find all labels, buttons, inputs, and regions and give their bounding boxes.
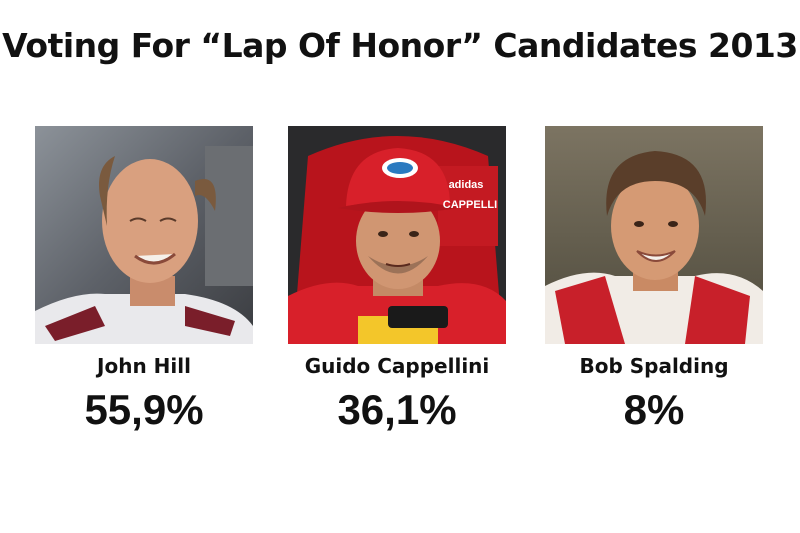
suit-text: CAPPELLI — [443, 199, 497, 211]
vote-percentage: 8% — [623, 386, 685, 433]
portrait-photo — [35, 126, 253, 344]
vote-percentage: 36,1% — [337, 386, 457, 433]
page-title: Voting For “Lap Of Honor” Candidates 201… — [2, 26, 798, 65]
portrait-photo — [545, 126, 763, 344]
cap-logo-text: adidas — [449, 179, 484, 191]
portrait-photo: adidas CAPPELLI — [288, 126, 506, 344]
candidate-card-2: adidas CAPPELLI Guido Cappellini 36,1% — [288, 126, 506, 434]
vote-percentage: 55,9% — [84, 386, 204, 433]
candidate-card-1: John Hill 55,9% — [35, 126, 253, 434]
candidate-name: Bob Spalding — [579, 354, 729, 378]
candidate-name: John Hill — [97, 354, 191, 378]
candidate-card-3: Bob Spalding 8% — [545, 126, 763, 434]
candidate-name: Guido Cappellini — [304, 354, 490, 378]
